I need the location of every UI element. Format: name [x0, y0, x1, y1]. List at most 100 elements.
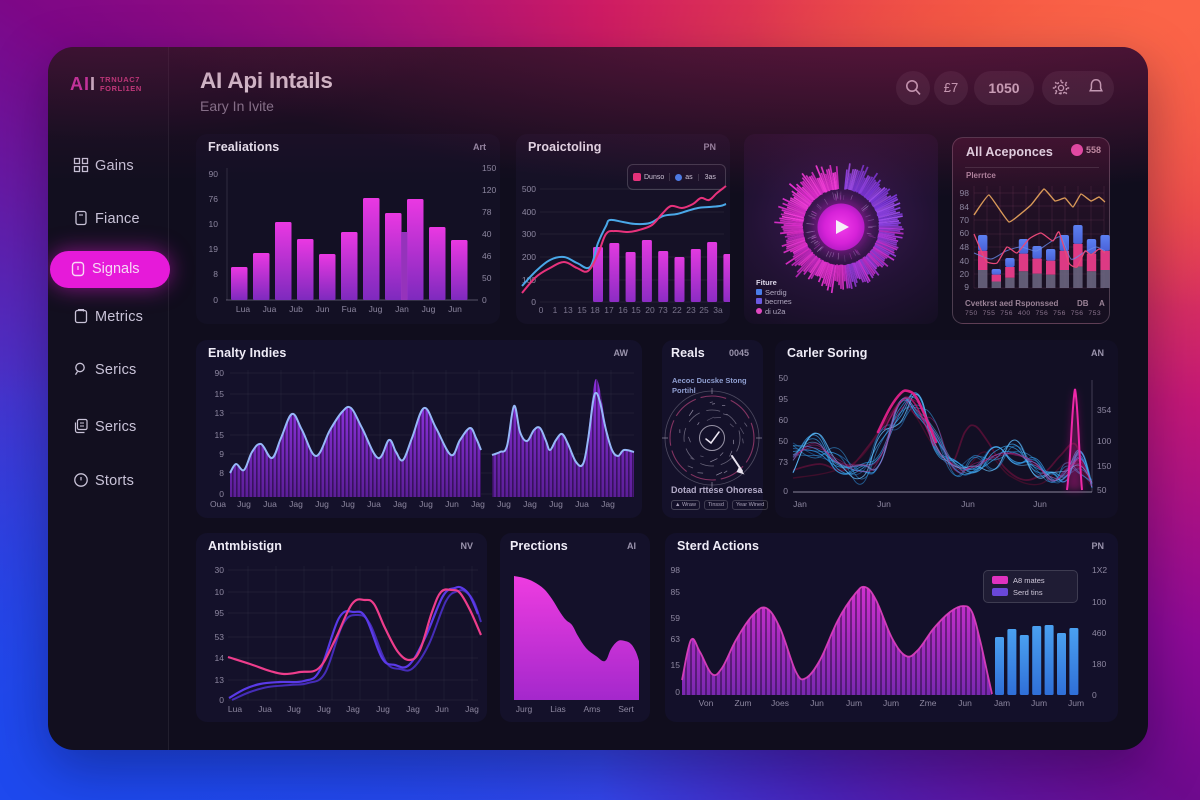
svg-text:59: 59	[671, 613, 681, 623]
svg-text:0: 0	[531, 297, 536, 307]
svg-text:Jum: Jum	[1068, 698, 1084, 708]
svg-text:50: 50	[779, 436, 789, 446]
svg-text:8: 8	[213, 269, 218, 279]
svg-text:50: 50	[1097, 485, 1107, 495]
svg-text:Jug: Jug	[549, 499, 563, 509]
svg-text:53: 53	[215, 632, 225, 642]
svg-text:18: 18	[590, 305, 600, 315]
svg-text:8: 8	[219, 468, 224, 478]
svg-text:0: 0	[482, 295, 487, 305]
svg-text:400: 400	[522, 207, 536, 217]
svg-text:200: 200	[522, 252, 536, 262]
svg-text:50: 50	[779, 373, 789, 383]
svg-text:Lua: Lua	[236, 304, 250, 314]
svg-text:Jua: Jua	[575, 499, 589, 509]
svg-text:Lias: Lias	[550, 704, 566, 714]
svg-text:Jag: Jag	[465, 704, 479, 714]
svg-text:Jun: Jun	[877, 499, 891, 509]
svg-text:13: 13	[563, 305, 573, 315]
svg-text:48: 48	[960, 242, 970, 252]
svg-text:Jua: Jua	[367, 499, 381, 509]
svg-text:Jun: Jun	[316, 304, 330, 314]
svg-text:1X2: 1X2	[1092, 565, 1107, 575]
svg-text:Zme: Zme	[920, 698, 937, 708]
svg-text:13: 13	[215, 408, 225, 418]
svg-text:15: 15	[577, 305, 587, 315]
svg-text:Jun: Jun	[435, 704, 449, 714]
svg-text:Jua: Jua	[263, 499, 277, 509]
svg-text:14: 14	[215, 653, 225, 663]
svg-text:20: 20	[645, 305, 655, 315]
svg-text:95: 95	[215, 608, 225, 618]
svg-text:70: 70	[960, 215, 970, 225]
svg-text:Jun: Jun	[445, 499, 459, 509]
svg-text:73: 73	[658, 305, 668, 315]
svg-text:30: 30	[215, 565, 225, 575]
svg-text:Jug: Jug	[287, 704, 301, 714]
svg-text:63: 63	[671, 634, 681, 644]
svg-text:Jum: Jum	[1031, 698, 1047, 708]
svg-text:10: 10	[209, 219, 219, 229]
svg-text:0: 0	[219, 489, 224, 499]
svg-text:46: 46	[482, 251, 492, 261]
svg-text:Von: Von	[699, 698, 714, 708]
svg-text:17: 17	[604, 305, 614, 315]
svg-text:Jag: Jag	[393, 499, 407, 509]
svg-text:Jag: Jag	[346, 704, 360, 714]
svg-text:60: 60	[779, 415, 789, 425]
svg-text:20: 20	[960, 269, 970, 279]
svg-text:40: 40	[482, 229, 492, 239]
svg-text:Jug: Jug	[317, 704, 331, 714]
svg-text:150: 150	[482, 163, 496, 173]
svg-text:1: 1	[553, 305, 558, 315]
svg-text:Jug: Jug	[376, 704, 390, 714]
svg-text:Jurg: Jurg	[516, 704, 533, 714]
svg-text:Jug: Jug	[422, 304, 436, 314]
svg-text:95: 95	[779, 394, 789, 404]
svg-text:180: 180	[1092, 659, 1106, 669]
svg-text:Fua: Fua	[342, 304, 357, 314]
svg-text:Joes: Joes	[771, 698, 789, 708]
svg-text:22: 22	[672, 305, 682, 315]
svg-text:78: 78	[482, 207, 492, 217]
svg-text:0: 0	[539, 305, 544, 315]
svg-text:100: 100	[1097, 436, 1111, 446]
svg-text:Jun: Jun	[448, 304, 462, 314]
svg-text:Jug: Jug	[419, 499, 433, 509]
svg-text:Jun: Jun	[1033, 499, 1047, 509]
svg-text:Ams: Ams	[584, 704, 601, 714]
svg-text:460: 460	[1092, 628, 1106, 638]
svg-text:16: 16	[618, 305, 628, 315]
svg-text:Jug: Jug	[341, 499, 355, 509]
svg-text:Jua: Jua	[263, 304, 277, 314]
svg-text:85: 85	[671, 587, 681, 597]
svg-text:98: 98	[960, 188, 970, 198]
svg-text:Jua: Jua	[258, 704, 272, 714]
svg-text:10: 10	[215, 587, 225, 597]
svg-text:9: 9	[964, 282, 969, 292]
svg-text:15: 15	[671, 660, 681, 670]
svg-text:Jun: Jun	[958, 698, 972, 708]
svg-text:0: 0	[213, 295, 218, 305]
svg-text:15: 15	[215, 389, 225, 399]
svg-text:Jun: Jun	[961, 499, 975, 509]
svg-text:90: 90	[215, 368, 225, 378]
svg-text:15: 15	[631, 305, 641, 315]
svg-text:25: 25	[699, 305, 709, 315]
svg-text:500: 500	[522, 184, 536, 194]
svg-text:Lua: Lua	[228, 704, 242, 714]
svg-text:Jag: Jag	[289, 499, 303, 509]
svg-text:150: 150	[1097, 461, 1111, 471]
svg-text:15: 15	[215, 430, 225, 440]
svg-text:Jag: Jag	[406, 704, 420, 714]
svg-text:Jag: Jag	[523, 499, 537, 509]
svg-text:Sert: Sert	[618, 704, 634, 714]
svg-text:Jan: Jan	[395, 304, 409, 314]
svg-text:13: 13	[215, 675, 225, 685]
svg-text:Jum: Jum	[883, 698, 899, 708]
svg-text:Jug: Jug	[369, 304, 383, 314]
svg-text:84: 84	[960, 202, 970, 212]
svg-text:Jum: Jum	[846, 698, 862, 708]
svg-text:0: 0	[675, 687, 680, 697]
svg-text:40: 40	[960, 256, 970, 266]
